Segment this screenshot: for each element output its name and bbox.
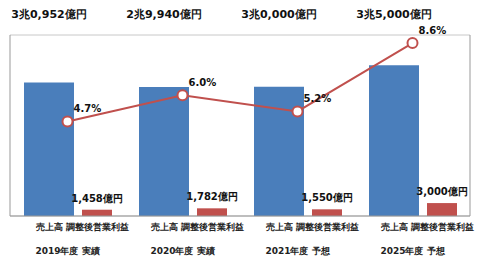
svg-text:2019年度 実績: 2019年度 実績	[35, 246, 99, 256]
svg-text:売上高: 売上高	[151, 222, 178, 232]
svg-text:6.0%: 6.0%	[189, 77, 217, 88]
svg-text:8.6%: 8.6%	[419, 25, 447, 36]
svg-text:1,550億円: 1,550億円	[301, 192, 353, 203]
svg-text:3,000億円: 3,000億円	[416, 186, 468, 197]
svg-text:2021年度 予想: 2021年度 予想	[265, 246, 330, 256]
svg-text:売上高: 売上高	[381, 222, 408, 232]
svg-text:調整後営業利益: 調整後営業利益	[180, 222, 244, 232]
svg-text:3兆5,000億円: 3兆5,000億円	[356, 8, 431, 21]
svg-text:2025年度 予想: 2025年度 予想	[380, 246, 445, 256]
svg-text:調整後営業利益: 調整後営業利益	[65, 222, 129, 232]
svg-text:3兆0,000億円: 3兆0,000億円	[241, 8, 316, 21]
svg-text:売上高: 売上高	[266, 222, 293, 232]
svg-text:2兆9,940億円: 2兆9,940億円	[126, 8, 201, 21]
svg-text:調整後営業利益: 調整後営業利益	[295, 222, 359, 232]
svg-text:4.7%: 4.7%	[74, 103, 102, 114]
svg-text:5.2%: 5.2%	[304, 93, 332, 104]
svg-text:1,458億円: 1,458億円	[71, 193, 123, 204]
svg-text:売上高: 売上高	[36, 222, 63, 232]
svg-text:調整後営業利益: 調整後営業利益	[410, 222, 473, 232]
svg-text:2020年度 実績: 2020年度 実績	[150, 246, 214, 256]
svg-text:1,782億円: 1,782億円	[186, 191, 238, 202]
svg-text:3兆0,952億円: 3兆0,952億円	[11, 8, 86, 21]
